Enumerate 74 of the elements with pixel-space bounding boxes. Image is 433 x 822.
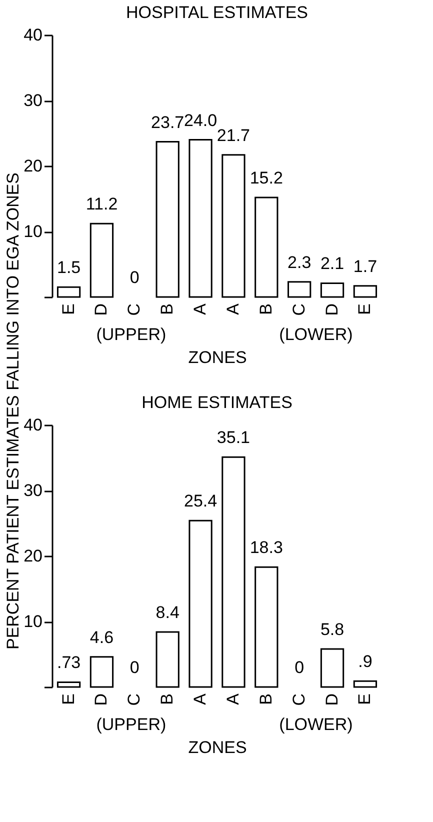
bar [188, 139, 212, 298]
y-tick-label: 20 [24, 156, 42, 176]
x-tick-label: B [256, 694, 276, 705]
data-label: 0 [130, 658, 140, 677]
x-axis-title: ZONES [188, 348, 247, 367]
y-tick-label: 40 [24, 26, 42, 44]
x-tick-label: E [58, 304, 78, 315]
bar [156, 631, 180, 688]
data-label: 18.3 [250, 538, 283, 558]
x-tick-label: A [223, 302, 242, 315]
data-label: 24.0 [184, 110, 218, 130]
data-label: 15.2 [250, 168, 283, 188]
data-label: 0 [294, 658, 304, 677]
data-label: .73 [56, 653, 81, 672]
data-label: 2.3 [288, 252, 312, 272]
y-tick-label: 10 [24, 222, 42, 241]
bar [353, 285, 378, 298]
bar [222, 154, 246, 298]
x-tick-label: D [322, 694, 342, 706]
bar [56, 681, 81, 688]
x-tick-label: C [289, 304, 308, 316]
text: (UPPER) [96, 325, 166, 344]
data-label: 35.1 [216, 428, 250, 448]
x-tick-label: B [256, 304, 276, 315]
data-label: .9 [358, 652, 372, 672]
y-tick-label: 40 [24, 416, 42, 434]
bar [254, 196, 278, 298]
bar [254, 566, 278, 688]
x-tick-label: A [223, 692, 242, 705]
y-axis-title: PERCENT PATIENT ESTIMATES FALLING INTO EGA ZONES [4, 172, 24, 650]
y-tick-label: 10 [24, 612, 42, 631]
x-tick-label: A [190, 692, 210, 705]
x-tick-label: D [322, 304, 342, 316]
bar [222, 456, 246, 688]
text: (LOWER) [279, 715, 353, 734]
chart-title: HOSPITAL ESTIMATES [126, 3, 308, 22]
bar [320, 282, 344, 298]
chart-title: HOME ESTIMATES [142, 393, 292, 412]
data-label: 1.7 [353, 256, 378, 276]
x-tick-label: B [158, 304, 177, 315]
x-tick-label: C [124, 304, 144, 316]
y-tick-label: 30 [24, 91, 42, 110]
data-label: 8.4 [156, 602, 180, 622]
bar [156, 141, 180, 298]
x-axis-title: ZONES [188, 738, 247, 757]
bar [90, 222, 114, 298]
x-tick-label: A [190, 302, 210, 315]
data-label: 2.1 [320, 254, 344, 274]
data-label: 5.8 [320, 620, 344, 640]
text: (UPPER) [96, 715, 166, 734]
x-tick-label: C [289, 694, 308, 706]
text: (LOWER) [279, 325, 353, 344]
x-tick-label: E [58, 694, 78, 705]
y-tick-label: 20 [24, 546, 42, 566]
x-tick-label: D [92, 304, 111, 316]
bar [353, 680, 378, 688]
data-label: 25.4 [184, 492, 218, 511]
data-label: 23.7 [151, 112, 184, 132]
data-label: 1.5 [56, 258, 81, 278]
x-tick-label: C [124, 694, 144, 706]
x-tick-label: E [355, 304, 374, 315]
bar [90, 656, 114, 688]
bar [188, 520, 212, 688]
bar [56, 286, 81, 298]
x-tick-label: B [158, 694, 177, 705]
bar [288, 281, 312, 298]
x-tick-label: E [355, 694, 374, 705]
y-tick-label: 30 [24, 481, 42, 500]
data-label: 21.7 [216, 126, 250, 145]
data-label: 4.6 [90, 628, 114, 647]
data-label: 0 [130, 268, 140, 287]
x-tick-label: D [92, 694, 111, 706]
bar [320, 648, 344, 688]
data-label: 11.2 [86, 194, 118, 214]
